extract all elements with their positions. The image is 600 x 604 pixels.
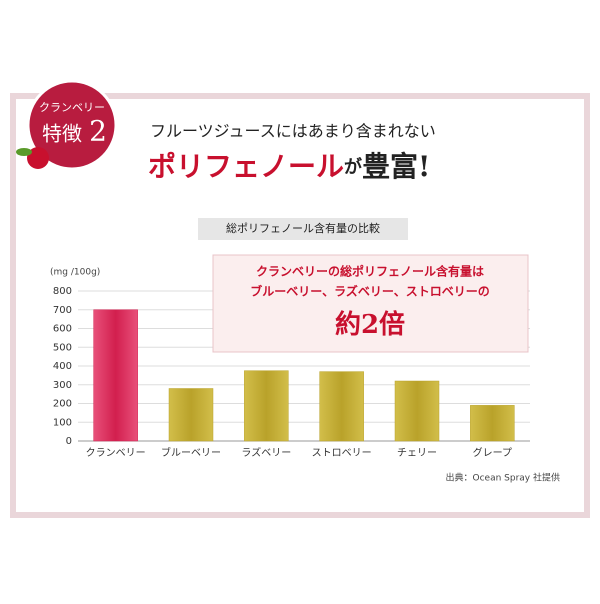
callout-text: クランベリーの総ポリフェノール含有量は bbox=[256, 264, 484, 279]
x-tick-label: ラズベリー bbox=[241, 446, 291, 459]
leaf-icon bbox=[16, 148, 32, 156]
berry-icon bbox=[27, 147, 49, 169]
callout bbox=[212, 254, 529, 353]
badge-text: 特徴 bbox=[42, 122, 82, 146]
badge-number: 2 bbox=[89, 115, 107, 148]
y-tick-label: 400 bbox=[53, 361, 72, 372]
y-tick-label: 500 bbox=[53, 342, 72, 353]
callout-emphasis: 約2倍 bbox=[335, 309, 405, 340]
bar bbox=[470, 405, 515, 442]
callout-text: ブルーベリー、ラズベリー、ストロベリーの bbox=[250, 284, 490, 299]
chart-title: 総ポリフェノール含有量の比較 bbox=[226, 221, 380, 235]
bar bbox=[394, 380, 440, 442]
y-tick-label: 300 bbox=[53, 380, 72, 391]
y-tick-label: 600 bbox=[53, 324, 72, 335]
y-tick-label: 800 bbox=[53, 286, 72, 297]
source: 出典：Ocean Spray 社提供 bbox=[446, 472, 560, 484]
bar bbox=[168, 388, 214, 442]
headline: ポリフェノールが豊富! bbox=[148, 150, 430, 183]
x-tick-label: チェリー bbox=[397, 447, 437, 459]
y-tick-label: 100 bbox=[53, 417, 72, 428]
badge bbox=[26, 79, 118, 171]
x-tick-label: クランベリー bbox=[86, 447, 146, 459]
y-tick-label: 700 bbox=[53, 305, 72, 316]
badge-text: クランベリー bbox=[39, 101, 105, 114]
x-tick-label: ストロベリー bbox=[312, 447, 372, 459]
x-tick-label: グレープ bbox=[473, 446, 512, 459]
chart-title-box bbox=[198, 218, 408, 240]
headline-part: ポリフェノール bbox=[148, 150, 344, 183]
headline-lead: フルーツジュースにはあまり含まれない bbox=[150, 122, 436, 141]
headline-part: が bbox=[344, 156, 362, 178]
y-tick-label: 200 bbox=[53, 399, 72, 410]
headline-part: 豊富! bbox=[362, 150, 430, 183]
bar bbox=[93, 309, 138, 442]
x-tick-label: ブルーベリー bbox=[161, 446, 221, 459]
bar bbox=[244, 370, 289, 442]
y-axis-label: (mg /100g) bbox=[50, 268, 100, 278]
y-tick-label: 0 bbox=[66, 436, 72, 447]
bar bbox=[319, 371, 364, 442]
